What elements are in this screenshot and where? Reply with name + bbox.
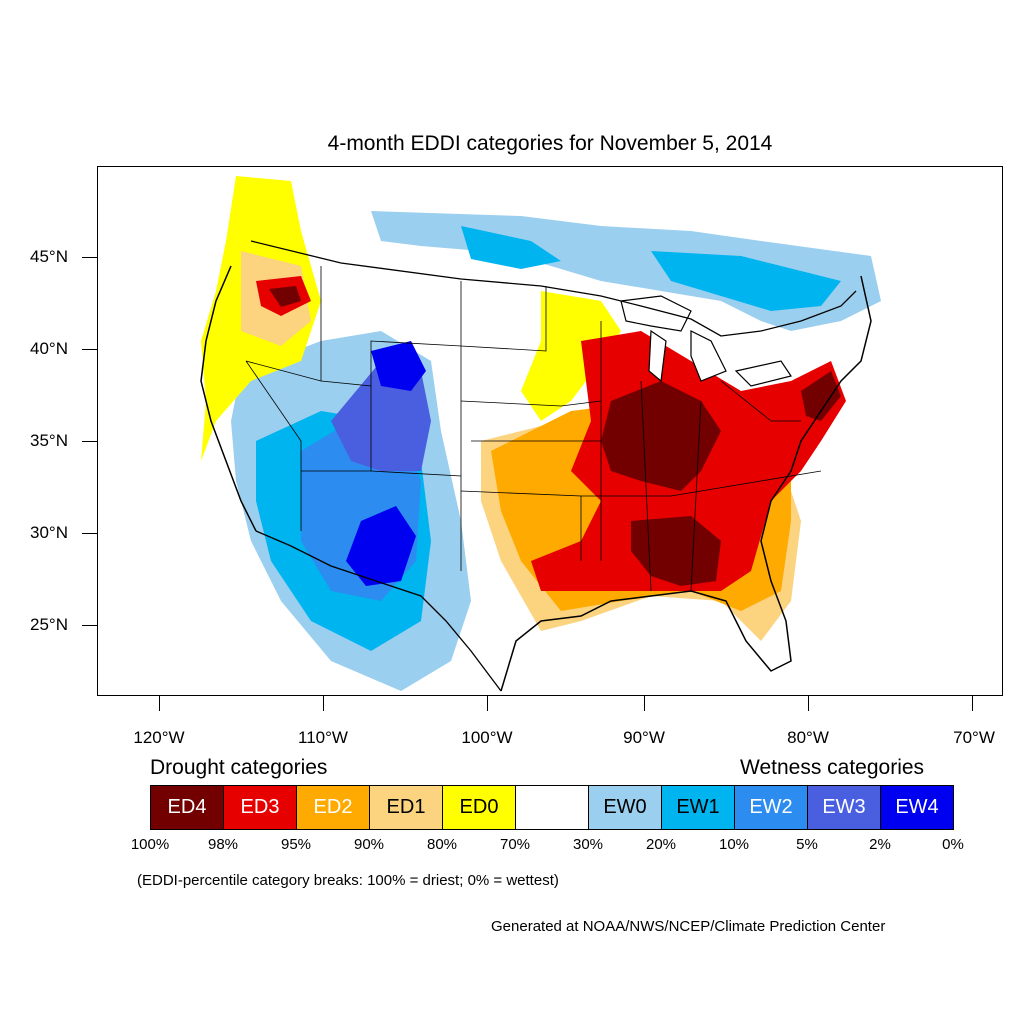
x-tick bbox=[487, 696, 488, 711]
legend-break-label: 70% bbox=[499, 836, 531, 853]
legend-break-label: 0% bbox=[942, 836, 964, 853]
map-title: 4-month EDDI categories for November 5, … bbox=[327, 132, 773, 155]
legend-break-label: 2% bbox=[869, 836, 891, 853]
ew4-region-west bbox=[346, 506, 416, 586]
x-tick-label-120w: 120°W bbox=[133, 728, 185, 747]
legend-box-neutral bbox=[515, 785, 589, 830]
legend-break-label: 5% bbox=[796, 836, 818, 853]
x-tick-label-80w: 80°W bbox=[787, 728, 829, 747]
legend-break-label: 95% bbox=[280, 836, 312, 853]
legend-break-label: 90% bbox=[353, 836, 385, 853]
ed4-region-oregon bbox=[269, 286, 301, 307]
legend-break-label: 10% bbox=[718, 836, 750, 853]
legend-box-ed1: ED1 bbox=[369, 785, 443, 830]
x-tick bbox=[644, 696, 645, 711]
x-tick-label-110w: 110°W bbox=[298, 728, 348, 747]
legend-break-label: 100% bbox=[130, 836, 170, 853]
eddi-map bbox=[200, 176, 881, 692]
drought-categories-heading: Drought categories bbox=[150, 756, 328, 779]
state-borders bbox=[245, 266, 822, 592]
y-tick-label-40n: 40°N bbox=[30, 339, 68, 358]
ew4-region-utah bbox=[371, 341, 426, 391]
x-tick bbox=[808, 696, 809, 711]
x-tick bbox=[159, 696, 160, 711]
legend-box-ew0: EW0 bbox=[588, 785, 662, 830]
legend-break-label: 20% bbox=[645, 836, 677, 853]
legend-box-ew4: EW4 bbox=[880, 785, 954, 830]
ed4-region-tennessee bbox=[601, 381, 721, 491]
legend-box-ed3: ED3 bbox=[223, 785, 297, 830]
legend-box-ed2: ED2 bbox=[296, 785, 370, 830]
legend-break-label: 30% bbox=[572, 836, 604, 853]
ew1-region-north bbox=[461, 226, 841, 311]
y-tick-label-25n: 25°N bbox=[30, 615, 68, 634]
y-tick bbox=[82, 257, 97, 258]
legend-box-ew2: EW2 bbox=[734, 785, 808, 830]
legend-box-ew1: EW1 bbox=[661, 785, 735, 830]
great-lakes bbox=[620, 295, 792, 387]
y-tick-label-45n: 45°N bbox=[30, 247, 68, 266]
x-tick bbox=[323, 696, 324, 711]
y-tick-label-30n: 30°N bbox=[30, 523, 68, 542]
ed4-region-east bbox=[801, 371, 841, 421]
map-panel bbox=[97, 166, 1003, 696]
y-tick-label-35n: 35°N bbox=[30, 431, 68, 450]
x-tick bbox=[972, 696, 973, 711]
legend-box-ew3: EW3 bbox=[807, 785, 881, 830]
legend-break-label: 98% bbox=[207, 836, 239, 853]
us-mexico-border bbox=[255, 530, 502, 692]
y-tick bbox=[82, 533, 97, 534]
x-tick-label-100w: 100°W bbox=[461, 728, 513, 747]
coastline bbox=[200, 265, 872, 692]
ed4-region-alabama bbox=[631, 516, 721, 586]
us-canada-border bbox=[250, 240, 857, 337]
legend-box-ed0: ED0 bbox=[442, 785, 516, 830]
y-tick bbox=[82, 625, 97, 626]
legend-note: (EDDI-percentile category breaks: 100% =… bbox=[137, 872, 559, 889]
x-tick-label-90w: 90°W bbox=[623, 728, 665, 747]
y-tick bbox=[82, 349, 97, 350]
x-tick-label-70w: 70°W bbox=[953, 728, 995, 747]
legend-box-ed4: ED4 bbox=[150, 785, 224, 830]
y-tick bbox=[82, 441, 97, 442]
wetness-categories-heading: Wetness categories bbox=[740, 756, 925, 779]
legend-break-label: 80% bbox=[426, 836, 458, 853]
credit-text: Generated at NOAA/NWS/NCEP/Climate Predi… bbox=[491, 918, 886, 935]
